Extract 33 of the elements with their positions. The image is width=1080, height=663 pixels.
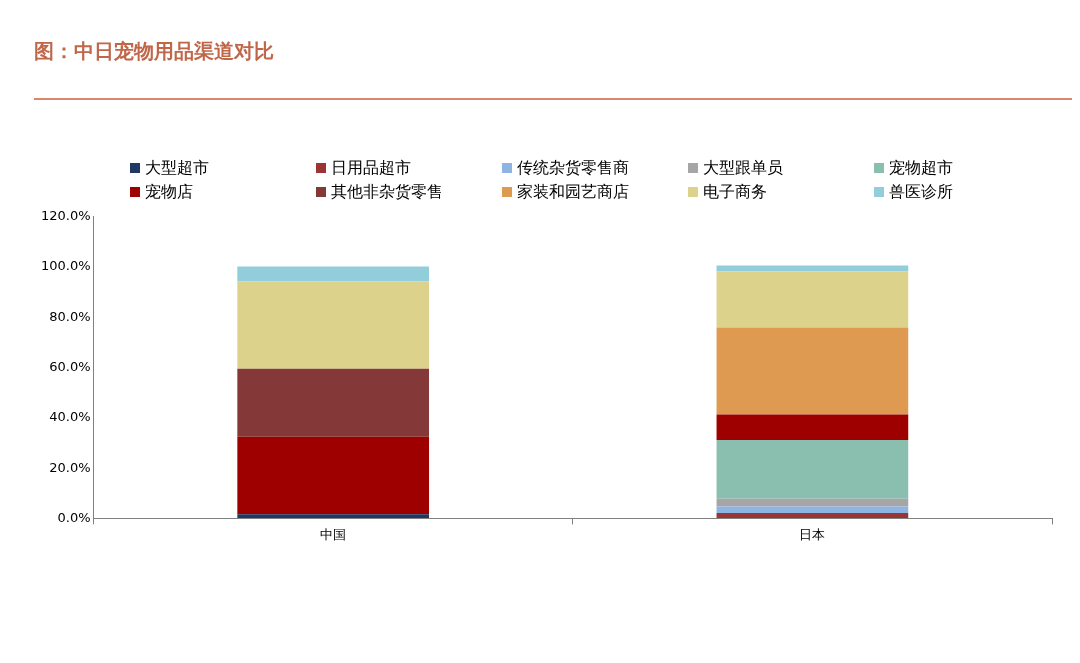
legend-label: 大型跟单员 [703, 157, 783, 179]
bar [237, 436, 430, 515]
chart-title: 图：中日宠物用品渠道对比 [33, 38, 275, 65]
legend-label: 宠物店 [145, 181, 193, 203]
y-tick-label: 100.0% [40, 258, 91, 274]
legend-label: 电子商务 [703, 181, 767, 203]
x-tick-label: 日本 [799, 526, 826, 542]
bar [237, 266, 430, 282]
legend-label: 兽医诊所 [889, 181, 953, 203]
legend-label: 传统杂货零售商 [517, 157, 629, 179]
legend-label: 日用品超市 [331, 157, 411, 179]
legend-label: 家装和园艺商店 [517, 181, 629, 203]
bar [716, 414, 909, 440]
y-tick-label: 80.0% [49, 308, 91, 324]
bar [716, 265, 909, 272]
x-tick-label: 中国 [320, 526, 347, 542]
bar [237, 368, 430, 437]
bar [716, 506, 909, 514]
y-tick-label: 0.0% [57, 509, 91, 525]
y-tick-label: 40.0% [49, 409, 91, 425]
legend-label: 其他非杂货零售 [331, 181, 443, 203]
y-tick-label: 60.0% [49, 358, 91, 374]
legend-label: 宠物超市 [889, 157, 953, 179]
bar [237, 281, 430, 369]
bar [716, 327, 909, 415]
bar [716, 439, 909, 499]
legend-label: 大型超市 [145, 157, 209, 179]
y-tick-label: 120.0% [40, 208, 91, 224]
bar [716, 498, 909, 507]
bar [716, 513, 909, 518]
bar [237, 514, 430, 518]
y-tick-label: 20.0% [49, 459, 91, 475]
bar [716, 271, 909, 328]
